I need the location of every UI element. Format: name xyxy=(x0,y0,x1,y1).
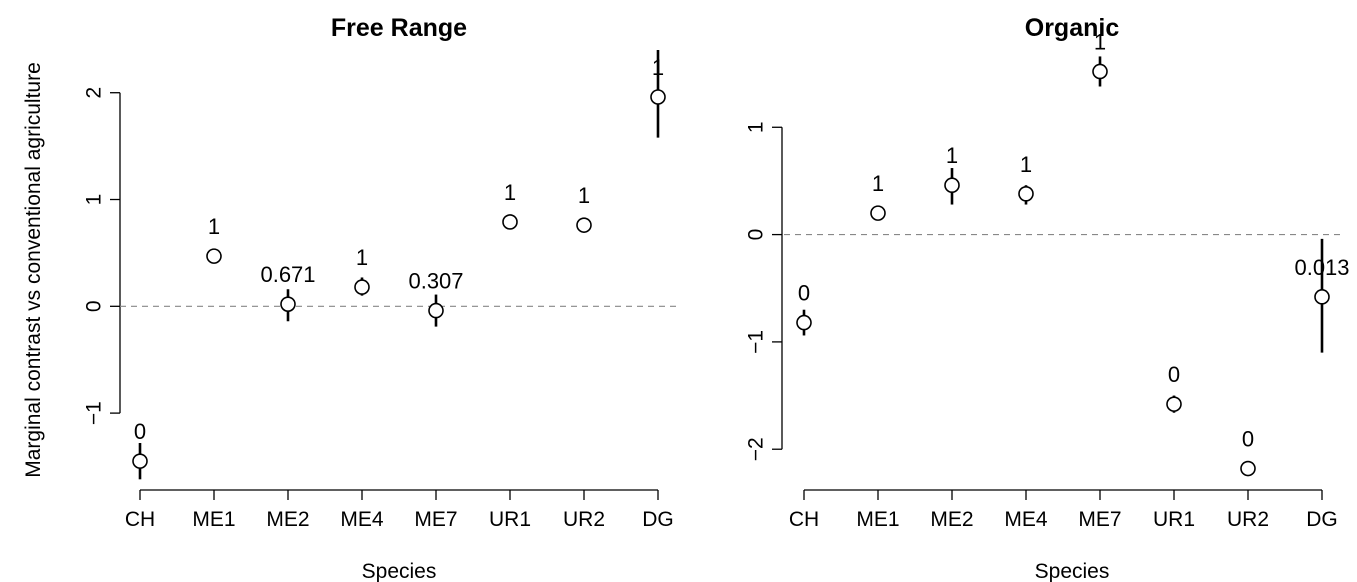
data-label: 1 xyxy=(578,183,590,208)
data-label: 1 xyxy=(1094,29,1106,54)
data-label: 1 xyxy=(946,143,958,168)
data-point xyxy=(1018,186,1034,202)
data-point xyxy=(576,217,592,233)
data-point xyxy=(280,296,296,312)
y-tick-label: −1 xyxy=(83,401,106,425)
x-tick-label: ME7 xyxy=(1078,508,1121,531)
y-tick-label: −2 xyxy=(745,437,768,461)
data-label: 0 xyxy=(1168,362,1180,387)
data-label: 0 xyxy=(1242,427,1254,452)
x-tick-label: ME1 xyxy=(856,508,899,531)
data-label: 0.671 xyxy=(260,262,315,287)
x-tick-label: UR2 xyxy=(563,508,605,531)
panel-organic: Organic Species −2 −1 0 1 CH ME1 ME2 ME4 ME7 UR1 U… xyxy=(745,14,1350,582)
data-point xyxy=(1092,63,1108,80)
data-point xyxy=(502,214,518,230)
x-tick-label: UR1 xyxy=(489,508,531,531)
panel-free-range: Free Range Species −1 0 1 2 CH ME1 ME2 ME4 ME7 UR… xyxy=(83,14,678,582)
data-point xyxy=(428,302,444,319)
x-tick-label: ME2 xyxy=(930,508,973,531)
x-tick-label: DG xyxy=(1306,508,1338,531)
x-tick-label: CH xyxy=(789,508,819,531)
x-axis-label: Species xyxy=(362,560,437,582)
y-axis-label: Marginal contrast vs conventional agricu… xyxy=(22,62,45,478)
data-label: 1 xyxy=(872,171,884,196)
x-tick-label: UR2 xyxy=(1227,508,1269,531)
data-label: 1 xyxy=(1020,152,1032,177)
panel-title: Organic xyxy=(1025,14,1120,42)
x-tick-label: ME4 xyxy=(340,508,384,531)
x-tick-label: DG xyxy=(642,508,674,531)
data-label: 1 xyxy=(356,245,368,270)
data-label: 1 xyxy=(652,55,664,80)
x-axis-label: Species xyxy=(1035,560,1110,582)
data-label: 0 xyxy=(134,419,146,444)
data-point xyxy=(206,248,222,264)
x-tick-label: ME7 xyxy=(414,508,457,531)
panel-title: Free Range xyxy=(331,14,467,42)
data-point xyxy=(354,279,370,295)
x-tick-label: ME4 xyxy=(1004,508,1048,531)
data-label: 1 xyxy=(504,180,516,205)
y-tick-label: 1 xyxy=(745,121,768,133)
data-point xyxy=(1166,396,1182,412)
data-label: 0.307 xyxy=(408,269,463,294)
y-tick-label: 0 xyxy=(83,300,106,312)
x-tick-label: CH xyxy=(125,508,155,531)
data-point xyxy=(1314,289,1330,305)
y-tick-label: 0 xyxy=(745,229,768,241)
y-tick-label: 2 xyxy=(83,87,106,99)
data-point xyxy=(796,314,812,331)
data-point xyxy=(944,177,960,194)
data-label: 0 xyxy=(798,281,810,306)
x-tick-label: UR1 xyxy=(1153,508,1195,531)
data-point xyxy=(650,89,666,105)
y-tick-label: 1 xyxy=(83,194,106,206)
data-point xyxy=(132,453,148,469)
data-label: 1 xyxy=(208,214,220,239)
x-tick-label: ME1 xyxy=(192,508,235,531)
data-point xyxy=(870,205,886,221)
data-point xyxy=(1240,460,1256,477)
y-tick-label: −1 xyxy=(745,330,768,354)
x-tick-label: ME2 xyxy=(266,508,309,531)
data-label: 0.013 xyxy=(1294,255,1349,280)
